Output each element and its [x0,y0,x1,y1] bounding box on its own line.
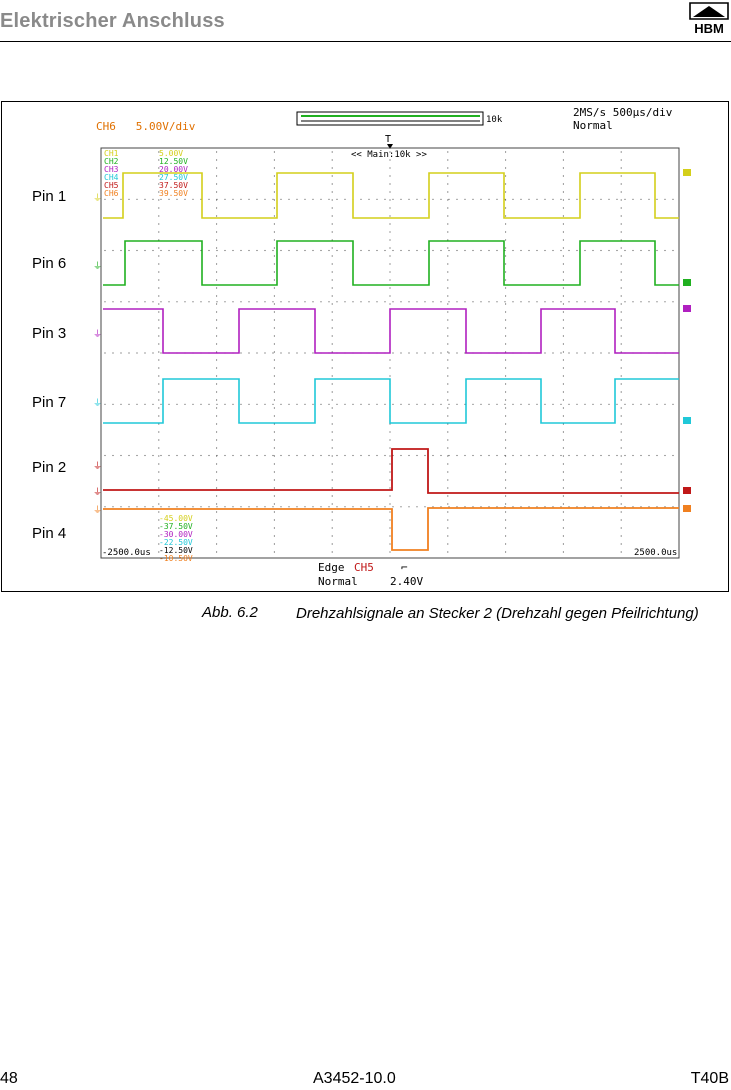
bottom-ch1-value: -45.00V [159,514,193,523]
trigger-type-label: Edge [318,561,345,574]
pin-label-4: Pin 4 [32,525,67,542]
channel-legend: CH1 CH2 CH3 CH4 CH5 CH6 5.00V 12.50V 20.… [104,149,188,198]
header-rule [0,41,731,42]
ground-marker-ch5: ⏚ [93,461,102,472]
waveform-ch3 [103,308,679,354]
bottom-ch3-value: -30.00V [159,530,193,539]
product-name: T40B [690,1070,729,1087]
sample-rate: 2MS/s 500µs/div [573,106,673,119]
waveform-ch6 [103,507,679,551]
pin-label-1: Pin 1 [32,188,67,205]
waveform-ch1 [103,172,679,219]
x-axis-left-label: -2500.0us [102,548,151,558]
bottom-value-legend: -45.00V -37.50V -30.00V -22.50V -12.50V … [159,514,193,563]
pin-label-2: Pin 2 [32,459,67,476]
hbm-logo: HBM [689,2,729,36]
page-number: 48 [0,1070,18,1087]
right-marker-ch5 [683,487,691,494]
waveform-ch5 [103,448,679,494]
ground-marker-ch1: ⏚ [93,193,102,204]
legend-ch4-name: CH4 [104,173,119,182]
right-marker-ch3 [683,305,691,312]
legend-ch5-name: CH5 [104,181,119,190]
pin-label-7: Pin 7 [32,394,67,411]
right-marker-ch1 [683,169,691,176]
waveform-ch2 [103,240,679,286]
memory-bar: 10k [296,111,503,126]
legend-ch1-name: CH1 [104,149,119,158]
oscilloscope-screen: CH6 5.00V/div 2MS/s 500µs/div Normal 10k… [93,106,691,588]
legend-ch6-offset: 39.50V [159,189,188,198]
legend-ch1-offset: 5.00V [159,149,183,158]
figure-caption: Drehzahlsignale an Stecker 2 (Drehzahl g… [296,605,699,622]
legend-ch5-offset: 37.50V [159,181,188,190]
pin-label-3: Pin 3 [32,325,67,342]
right-channel-markers [683,169,691,512]
channel-setting: CH6 5.00V/div [96,120,196,133]
right-marker-ch4 [683,417,691,424]
pin-label-6: Pin 6 [32,255,67,272]
right-marker-ch2 [683,279,691,286]
figure-number: Abb. 6.2 [202,604,258,621]
left-ground-markers: ⏚ ⏚ ⏚ ⏚ ⏚ ⏚ ⏚ [93,193,102,516]
trigger-arrow [387,144,393,149]
legend-ch2-name: CH2 [104,157,119,166]
ground-marker-ch5b: ⏚ [93,487,102,498]
figure-frame [1,101,729,592]
bottom-ch2-value: -37.50V [159,522,193,531]
document-number: A3452-10.0 [313,1070,396,1087]
acquisition-mode: Normal [573,119,613,132]
legend-ch6-name: CH6 [104,189,119,198]
legend-ch3-offset: 20.00V [159,165,188,174]
trigger-channel-label: CH5 [354,561,374,574]
ground-marker-ch2: ⏚ [93,261,102,272]
ground-marker-ch6: ⏚ [93,505,102,516]
trigger-level-label: 2.40V [390,575,423,588]
bottom-ch5-value: -12.50V [159,546,193,555]
memory-label: 10k [486,115,503,125]
page-header-title: Elektrischer Anschluss [0,10,225,32]
trigger-mode-label: Normal [318,575,358,588]
waveform-ch4 [103,378,679,424]
legend-ch3-name: CH3 [104,165,119,174]
trigger-marker: T [385,134,391,145]
hbm-logo-text: HBM [694,21,724,36]
bottom-ch4-value: -22.50V [159,538,193,547]
legend-ch2-offset: 12.50V [159,157,188,166]
x-axis-right-label: 2500.0us [634,548,677,558]
main-label: << Main:10k >> [351,150,427,160]
legend-ch4-offset: 27.50V [159,173,188,182]
falling-edge-icon: ⌐ [401,561,408,574]
ground-marker-ch4: ⏚ [93,398,102,409]
ground-marker-ch3: ⏚ [93,329,102,340]
right-marker-ch6 [683,505,691,512]
bottom-ch6-value: -10.50V [159,554,193,563]
